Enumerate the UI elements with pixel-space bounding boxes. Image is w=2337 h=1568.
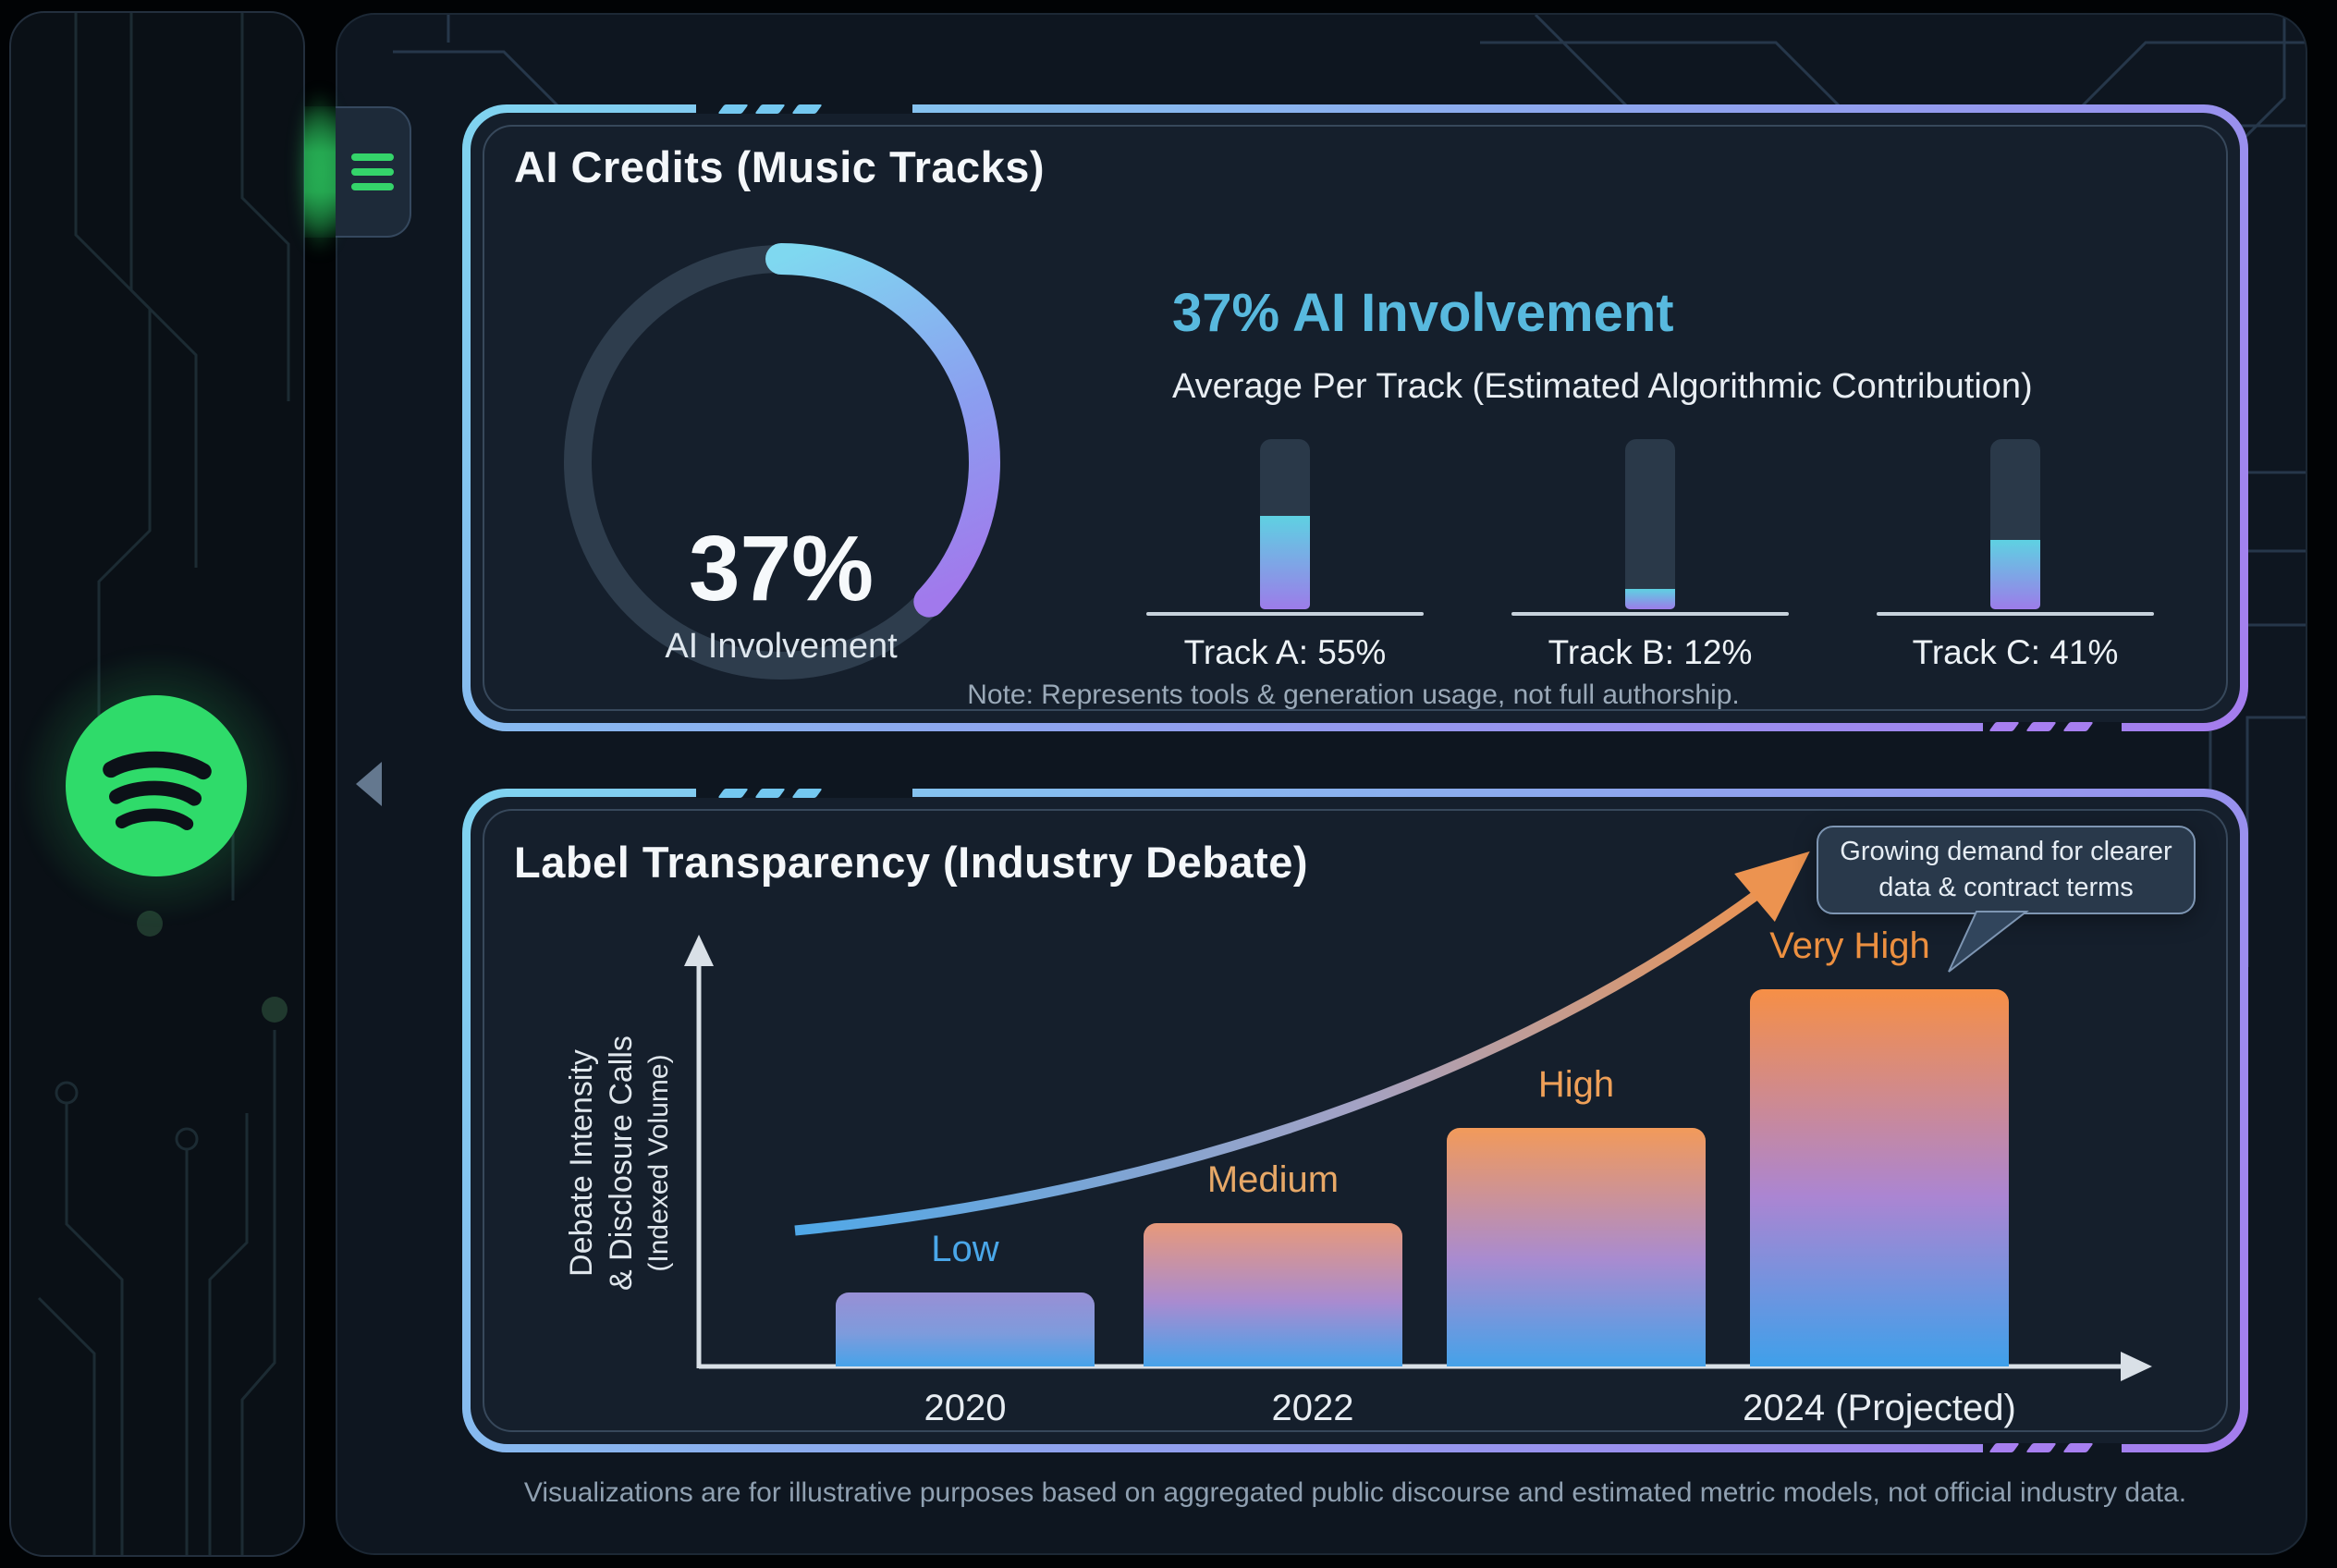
y-axis-label-line3: (Indexed Volume) (643, 1054, 674, 1272)
y-axis-arrowhead-icon (684, 935, 714, 966)
y-axis-label-line2: & Disclosure Calls (603, 1035, 639, 1291)
donut-gauge-svg (562, 243, 1000, 681)
circuit-node-dot (137, 911, 163, 937)
x-tick-2022: 2022 (1271, 1388, 1354, 1428)
bar-2022-medium (1144, 1223, 1402, 1366)
chart-axes-and-trend (684, 851, 2152, 1381)
track-gauge-a (1260, 439, 1310, 609)
growth-trend-curve (794, 890, 1760, 1236)
panel-label-transparency: Label Transparency (Industry Debate) De (462, 789, 2248, 1452)
donut-center-value: 37% (688, 517, 875, 620)
ai-involvement-subheadline: Average Per Track (Estimated Algorithmic… (1172, 367, 2033, 406)
donut-gauge: 37% AI Involvement (550, 231, 1012, 693)
x-tick-2024-projected: 2024 (Projected) (1743, 1388, 2016, 1428)
bar-2023-high (1447, 1128, 1706, 1366)
spotify-logo-icon[interactable] (66, 695, 247, 876)
panel-title: Label Transparency (Industry Debate) (514, 838, 1309, 887)
callout-tail (1948, 911, 2029, 973)
x-axis-arrowhead-icon (2121, 1352, 2152, 1381)
track-label-c: Track C: 41% (1912, 633, 2119, 671)
track-gauge-fill (1260, 515, 1310, 609)
bar-label-very-high: Very High (1769, 925, 1930, 966)
track-gauge-fill (1990, 539, 2040, 609)
bar-2020-low (836, 1292, 1095, 1366)
x-tick-2020: 2020 (924, 1388, 1007, 1428)
menu-accent-strip (304, 106, 336, 238)
track-baseline (1146, 612, 1424, 616)
callout-line2: data & contract terms (1878, 873, 2134, 902)
callout-line1: Growing demand for clearer (1840, 836, 2172, 866)
y-axis-label-line1: Debate Intensity (564, 1049, 599, 1277)
panel-title: AI Credits (Music Tracks) (514, 142, 1046, 191)
circuit-node-dot (262, 997, 288, 1023)
menu-button[interactable] (336, 106, 411, 238)
bar-2024-very-high (1750, 989, 2009, 1366)
track-gauge-b (1625, 439, 1675, 609)
track-gauge-c (1990, 439, 2040, 609)
callout-bubble: Growing demand for clearer data & contra… (1817, 826, 2196, 914)
ai-involvement-headline: 37% AI Involvement (1172, 283, 1674, 343)
bar-label-low: Low (931, 1229, 999, 1269)
sidebar (9, 11, 305, 1557)
panel-note: Note: Represents tools & generation usag… (967, 680, 1740, 710)
growth-arrowhead-icon (1734, 851, 1810, 923)
panel-background (471, 113, 2240, 723)
footer-disclaimer: Visualizations are for illustrative purp… (523, 1477, 2187, 1508)
circuit-pattern-sidebar (37, 13, 290, 1555)
bar-label-high: High (1537, 1064, 1615, 1105)
track-baseline (1511, 612, 1789, 616)
donut-center-label: AI Involvement (665, 627, 898, 666)
track-baseline (1877, 612, 2154, 616)
bar-label-medium: Medium (1206, 1159, 1340, 1200)
y-axis-label: Debate Intensity & Disclosure Calls (Ind… (541, 969, 698, 1357)
sidebar-collapse-toggle[interactable] (356, 762, 382, 806)
track-gauge-fill (1625, 588, 1675, 609)
hamburger-menu-icon (351, 153, 394, 190)
track-label-a: Track A: 55% (1183, 633, 1387, 671)
panel-ai-credits: AI Credits (Music Tracks) 37% AI Involve… (462, 104, 2248, 731)
circuit-pattern-top-left (393, 15, 570, 118)
track-label-b: Track B: 12% (1548, 633, 1753, 671)
